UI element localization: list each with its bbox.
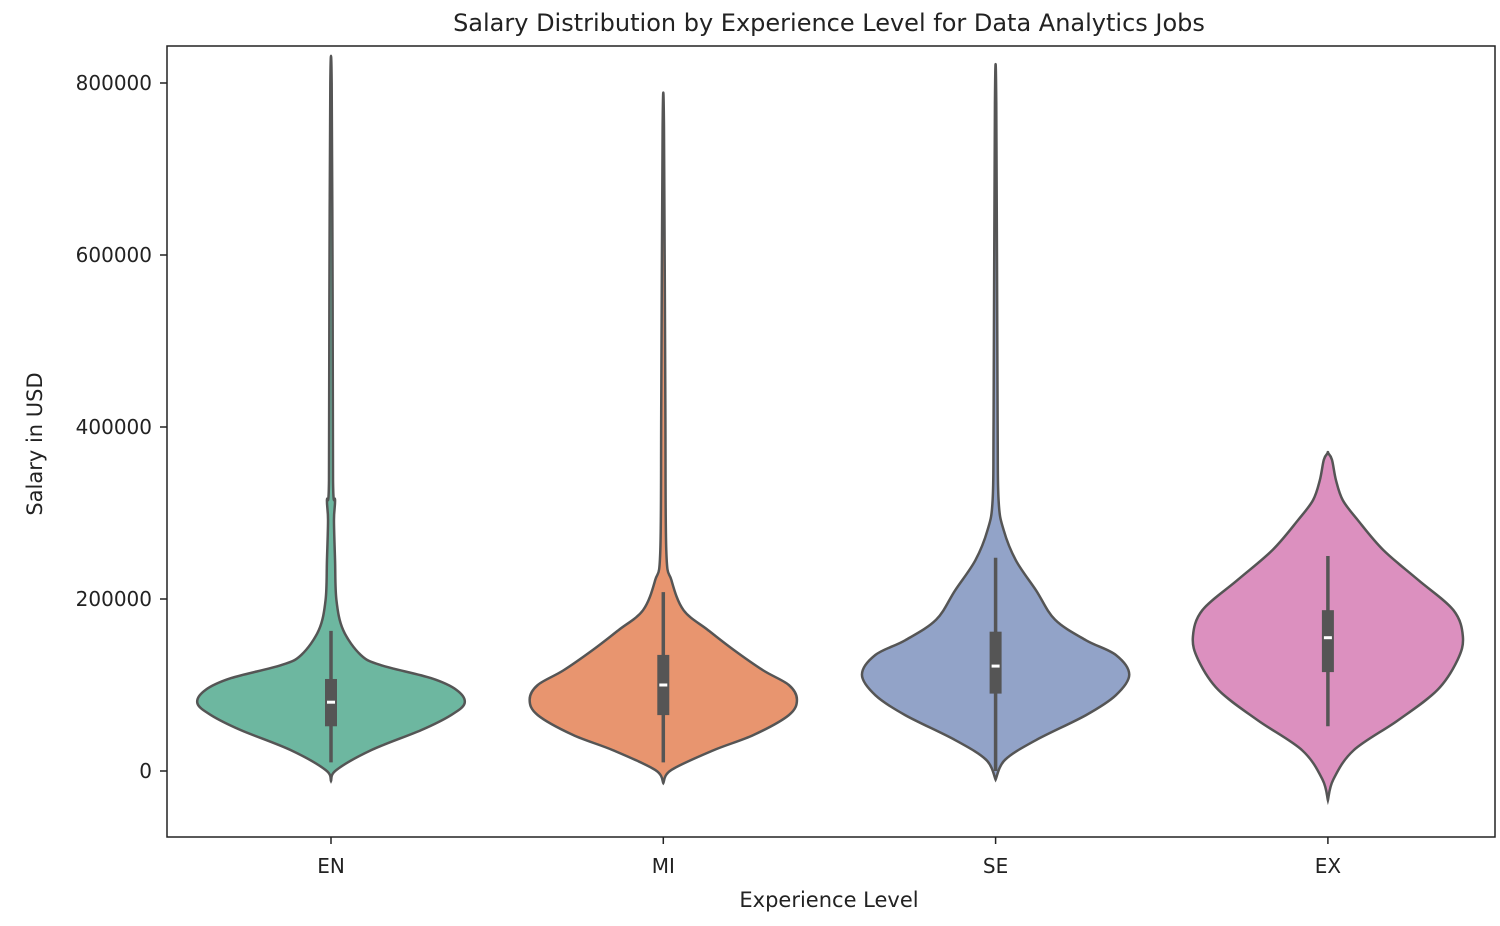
x-axis-label: Experience Level [739,888,918,912]
y-tick-label: 600000 [76,243,152,267]
y-tick-label: 800000 [76,71,152,95]
x-tick-label: SE [983,854,1008,878]
iqr-box [989,631,1002,694]
violin-body [528,91,799,786]
y-tick-label: 400000 [76,415,152,439]
chart-title: Salary Distribution by Experience Level … [453,9,1205,37]
y-tick-label: 0 [139,759,152,783]
y-tick-label: 200000 [76,587,152,611]
x-tick-label: EX [1315,854,1342,878]
y-axis-label: Salary in USD [23,372,47,515]
violin-body [860,63,1131,783]
violin-se [860,63,1131,783]
violin-mi [528,91,799,786]
x-tick-label: MI [652,854,675,878]
x-tick-label: EN [317,854,345,878]
violin-body [195,54,467,784]
iqr-box [1321,610,1334,673]
violin-en [195,54,467,784]
violin-ex [1191,450,1465,806]
plot-area [166,45,1496,838]
